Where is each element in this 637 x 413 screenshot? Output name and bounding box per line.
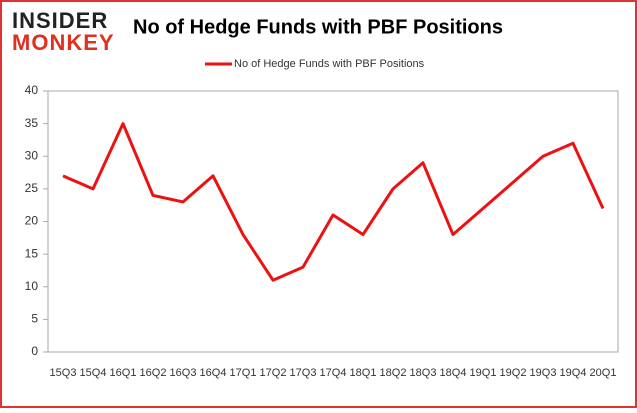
x-tick-label: 15Q3 <box>50 367 77 379</box>
x-tick-label: 18Q3 <box>410 367 437 379</box>
x-tick-label: 18Q2 <box>380 367 407 379</box>
y-tick-label: 25 <box>25 181 39 195</box>
y-tick-label: 0 <box>31 344 38 358</box>
y-tick-label: 10 <box>25 279 39 293</box>
x-tick-label: 17Q4 <box>320 367 347 379</box>
legend-label: No of Hedge Funds with PBF Positions <box>234 58 425 70</box>
line <box>62 122 605 282</box>
y-tick-label: 15 <box>25 246 39 260</box>
x-tick-label: 17Q1 <box>230 367 257 379</box>
x-tick-label: 19Q3 <box>530 367 557 379</box>
x-tick-label: 19Q4 <box>560 367 587 379</box>
x-tick-label: 17Q2 <box>260 367 287 379</box>
x-tick-label: 16Q2 <box>140 367 167 379</box>
x-tick-label: 17Q3 <box>290 367 317 379</box>
x-tick-label: 18Q4 <box>440 367 467 379</box>
x-tick-label: 15Q4 <box>80 367 107 379</box>
y-tick-label: 40 <box>25 83 39 97</box>
chart-title: No of Hedge Funds with PBF Positions <box>133 16 503 38</box>
x-tick-label: 16Q4 <box>200 367 227 379</box>
y-tick-label: 20 <box>25 214 39 228</box>
x-tick-label: 16Q3 <box>170 367 197 379</box>
x-tick-label: 20Q1 <box>590 367 617 379</box>
x-tick-label: 19Q1 <box>470 367 497 379</box>
y-tick-label: 30 <box>25 148 39 162</box>
x-tick-label: 19Q2 <box>500 367 527 379</box>
logo-top: INSIDER <box>12 8 108 33</box>
logo-bottom: MONKEY <box>12 30 115 55</box>
x-tick-label: 18Q1 <box>350 367 377 379</box>
x-tick-label: 16Q1 <box>110 367 137 379</box>
y-tick-label: 35 <box>25 116 39 130</box>
y-tick-label: 5 <box>31 312 38 326</box>
